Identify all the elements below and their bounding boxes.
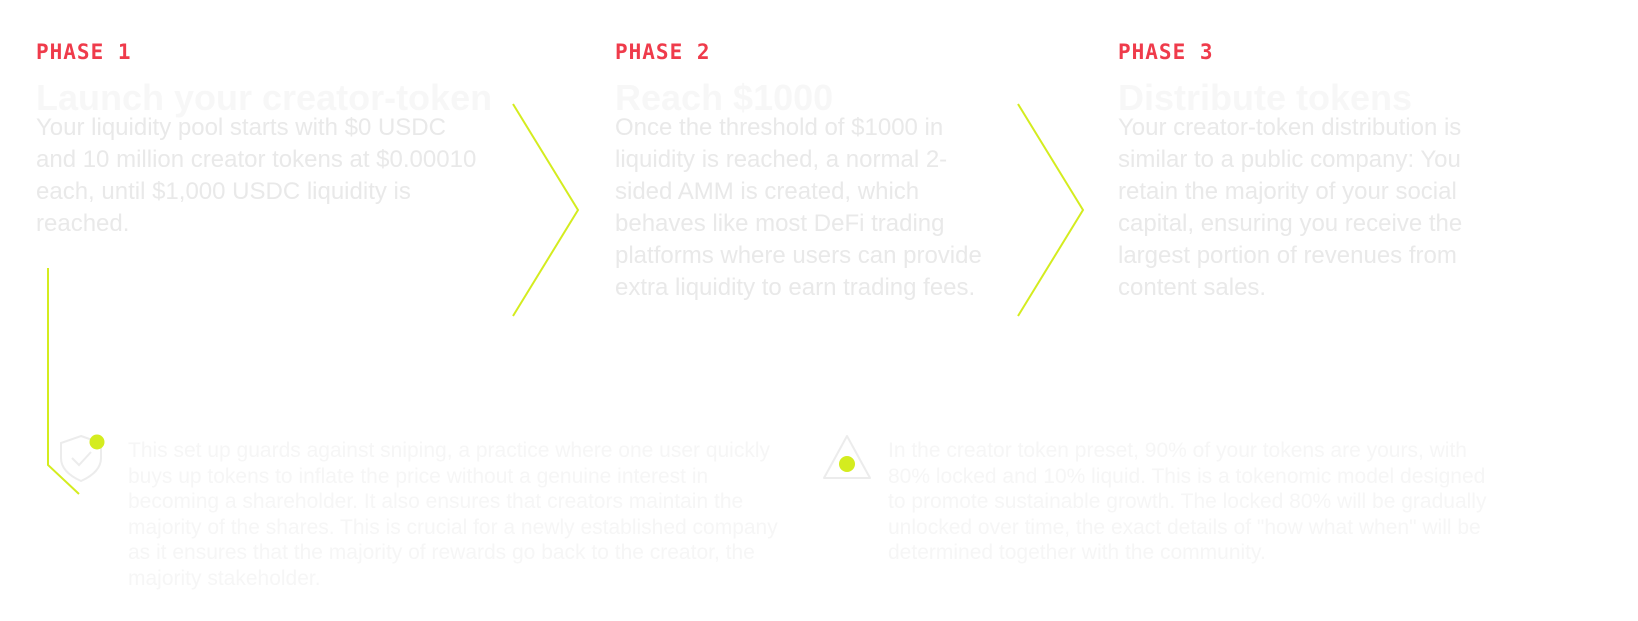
shield-status-dot bbox=[89, 434, 105, 450]
chevron-arrow-2-3 bbox=[1017, 103, 1085, 317]
phase-3-card: PHASE 3 Distribute tokens Your creator-t… bbox=[1118, 40, 1463, 304]
phase-1-card: PHASE 1 Launch your creator-token Your l… bbox=[36, 40, 493, 240]
phase-2-card: PHASE 2 Reach $1000 Once the threshold o… bbox=[615, 40, 990, 304]
phase-title: Distribute tokens bbox=[1118, 77, 1413, 118]
phase-label: PHASE 2 bbox=[615, 40, 711, 64]
phase-description: Your creator-token distribution is simil… bbox=[1118, 114, 1463, 301]
chevron-arrow-1-2 bbox=[512, 103, 580, 317]
phase-label: PHASE 1 bbox=[36, 40, 132, 64]
note-sniping-protection: This set up guards against sniping, a pr… bbox=[128, 439, 778, 590]
phase-title: Launch your creator-token bbox=[36, 77, 493, 118]
phase-description: Once the threshold of $1000 in liquidity… bbox=[615, 114, 982, 301]
phase-title: Reach $1000 bbox=[615, 77, 834, 118]
triangle-icon bbox=[823, 435, 871, 479]
triangle-status-dot bbox=[839, 456, 855, 472]
phase-label: PHASE 3 bbox=[1118, 40, 1214, 64]
note-tokenomics: In the creator token preset, 90% of your… bbox=[888, 439, 1487, 564]
branch-connector-line bbox=[47, 268, 80, 495]
phase-description: Your liquidity pool starts with $0 USDC … bbox=[36, 114, 477, 237]
shield-check-icon bbox=[60, 434, 105, 483]
